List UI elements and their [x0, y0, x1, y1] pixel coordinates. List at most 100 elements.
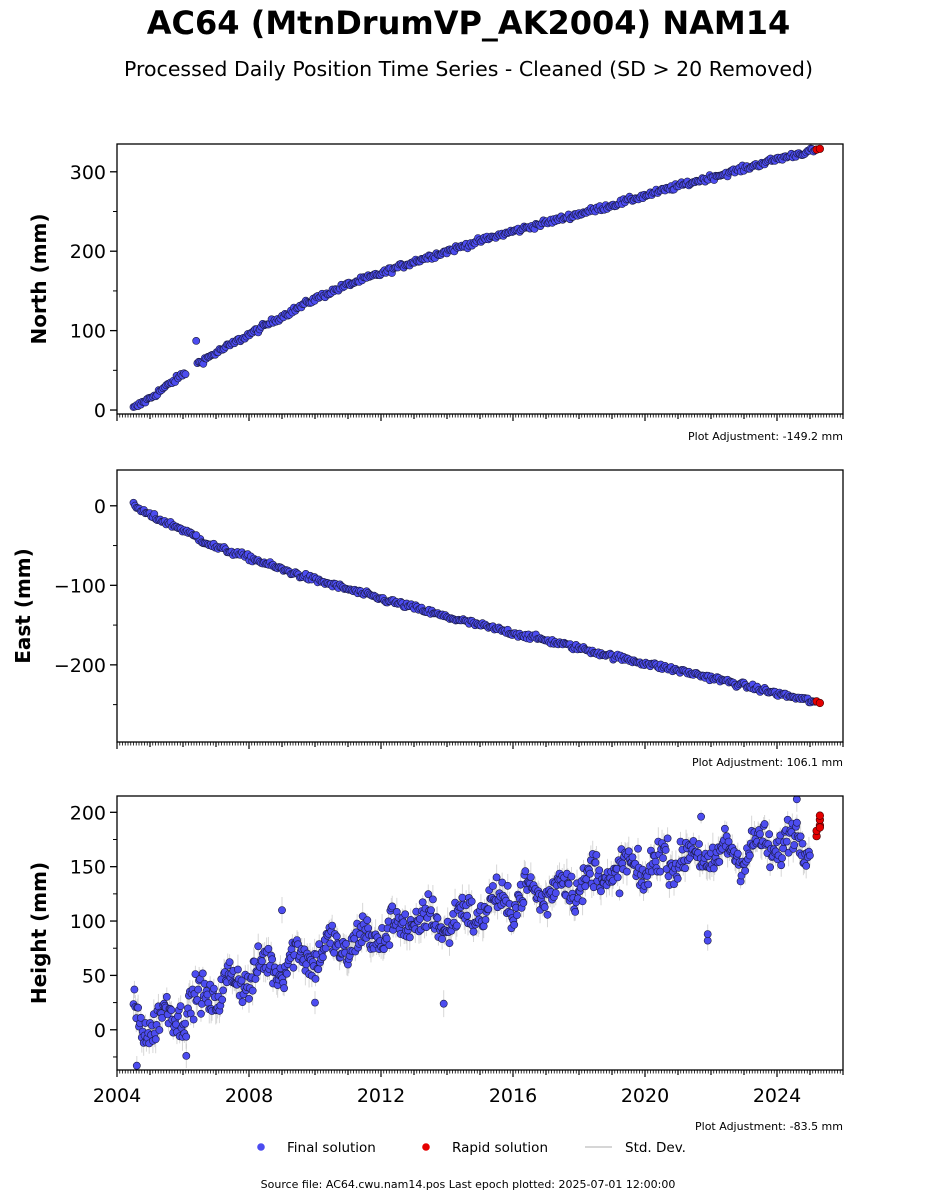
final-solution-point — [709, 864, 718, 873]
final-solution-point — [782, 837, 791, 846]
y-tick-label: 200 — [70, 802, 106, 824]
final-solution-point — [452, 921, 461, 930]
final-solution-point — [257, 957, 266, 966]
final-solution-point — [589, 883, 598, 892]
final-solution-point — [132, 1061, 141, 1070]
final-solution-point — [595, 866, 604, 875]
y-tick-label: 50 — [82, 965, 106, 987]
final-solution-point — [623, 867, 631, 876]
north-panel: 0 100 200 300 North (mm) Plot Adjustment: -… — [27, 143, 844, 443]
chart-title: AC64 (MtnDrumVP_AK2004) NAM14 — [146, 4, 791, 42]
final-solution-point — [311, 998, 319, 1007]
final-solution-point — [697, 812, 705, 821]
final-solution-point — [264, 944, 273, 953]
final-solution-point — [613, 873, 622, 882]
final-solution-point — [439, 999, 448, 1008]
final-solution-point — [792, 796, 801, 804]
x-tick-label: 2016 — [489, 1085, 537, 1107]
final-solution-point — [233, 965, 242, 974]
final-solution-point — [802, 862, 811, 870]
final-solution-point — [634, 844, 642, 853]
x-tick-label: 2024 — [753, 1085, 801, 1107]
final-solution-point — [181, 1019, 190, 1028]
final-solution-point — [624, 847, 633, 856]
final-solution-point — [796, 832, 805, 841]
x-tick-labels: 2004 2008 2012 2016 2020 2024 — [93, 1085, 801, 1107]
y-tick-label: 150 — [70, 857, 106, 879]
final-solution-point — [192, 531, 201, 540]
final-solution-point — [521, 867, 530, 876]
final-solution-point — [162, 993, 171, 1001]
final-solution-point — [651, 857, 660, 866]
final-solution-point — [661, 846, 670, 854]
final-solution-point — [681, 864, 689, 873]
final-solution-point — [318, 953, 327, 962]
y-tick-label: 200 — [70, 241, 106, 263]
final-solution-point — [363, 916, 372, 925]
y-tick-label: 100 — [70, 321, 106, 343]
final-solution-point — [189, 1015, 198, 1024]
final-solution-point — [526, 873, 535, 881]
final-solution-point — [581, 882, 590, 891]
final-solution-point — [582, 875, 591, 884]
final-solution-point — [760, 820, 769, 828]
final-solution-point — [134, 1003, 142, 1012]
final-solution-point — [445, 939, 454, 947]
final-solution-point — [503, 881, 512, 890]
final-solution-point — [777, 861, 786, 870]
final-solution-point — [315, 940, 324, 949]
y-tick-label: 100 — [70, 911, 106, 933]
east-panel: −200 −100 0 East (mm) Plot Adjustment: 106… — [11, 469, 844, 769]
height-plot-adjustment: Plot Adjustment: -83.5 mm — [695, 1120, 843, 1133]
final-solution-point — [278, 906, 286, 915]
final-solution-point — [254, 942, 263, 951]
final-solution-point — [458, 893, 467, 902]
final-solution-point — [765, 830, 774, 839]
rapid-solution-point — [815, 144, 825, 153]
final-solution-point — [510, 920, 519, 929]
final-solution-point — [167, 1006, 176, 1014]
final-solution-point — [463, 911, 471, 920]
final-solution-point — [540, 903, 549, 912]
final-solution-point — [481, 916, 490, 924]
final-solution-point — [806, 851, 814, 860]
final-solution-point — [612, 864, 621, 873]
final-solution-point — [567, 872, 576, 881]
final-solution-point — [703, 930, 712, 938]
chart-subtitle: Processed Daily Position Time Series - C… — [124, 57, 813, 81]
final-solution-point — [176, 1002, 185, 1010]
final-solution-point — [597, 887, 605, 896]
final-solution-point — [405, 933, 414, 942]
legend-rapid-label: Rapid solution — [452, 1140, 548, 1156]
final-solution-point — [433, 914, 442, 922]
final-solution-point — [644, 880, 653, 889]
y-tick-label: 0 — [94, 1020, 106, 1042]
final-solution-point — [192, 336, 201, 345]
final-solution-point — [130, 985, 139, 994]
final-solution-point — [721, 824, 729, 833]
final-solution-point — [469, 927, 478, 936]
final-solution-point — [663, 834, 672, 843]
final-solution-point — [756, 830, 764, 838]
height-panel: 0 50 100 150 200 Height (mm) Plot Adjustment… — [27, 795, 844, 1133]
x-tick-label: 2004 — [93, 1085, 141, 1107]
final-solution-point — [551, 889, 560, 897]
legend-final-marker — [257, 1143, 265, 1151]
final-solution-point — [342, 939, 350, 948]
x-tick-label: 2012 — [357, 1085, 405, 1107]
legend-stddev-label: Std. Dev. — [625, 1140, 686, 1156]
final-solution-point — [793, 818, 801, 827]
final-solution-point — [778, 854, 786, 862]
final-solution-point — [379, 945, 388, 953]
legend-rapid-marker — [422, 1143, 430, 1151]
final-solution-point — [251, 975, 260, 983]
final-solution-point — [427, 906, 435, 915]
north-axis-label: North (mm) — [27, 213, 51, 344]
final-solution-point — [578, 897, 587, 906]
final-solution-point — [182, 1032, 191, 1041]
final-solution-point — [673, 874, 682, 883]
final-solution-point — [238, 998, 247, 1006]
final-solution-point — [388, 902, 397, 911]
final-solution-point — [586, 869, 594, 878]
final-solution-point — [401, 910, 410, 919]
